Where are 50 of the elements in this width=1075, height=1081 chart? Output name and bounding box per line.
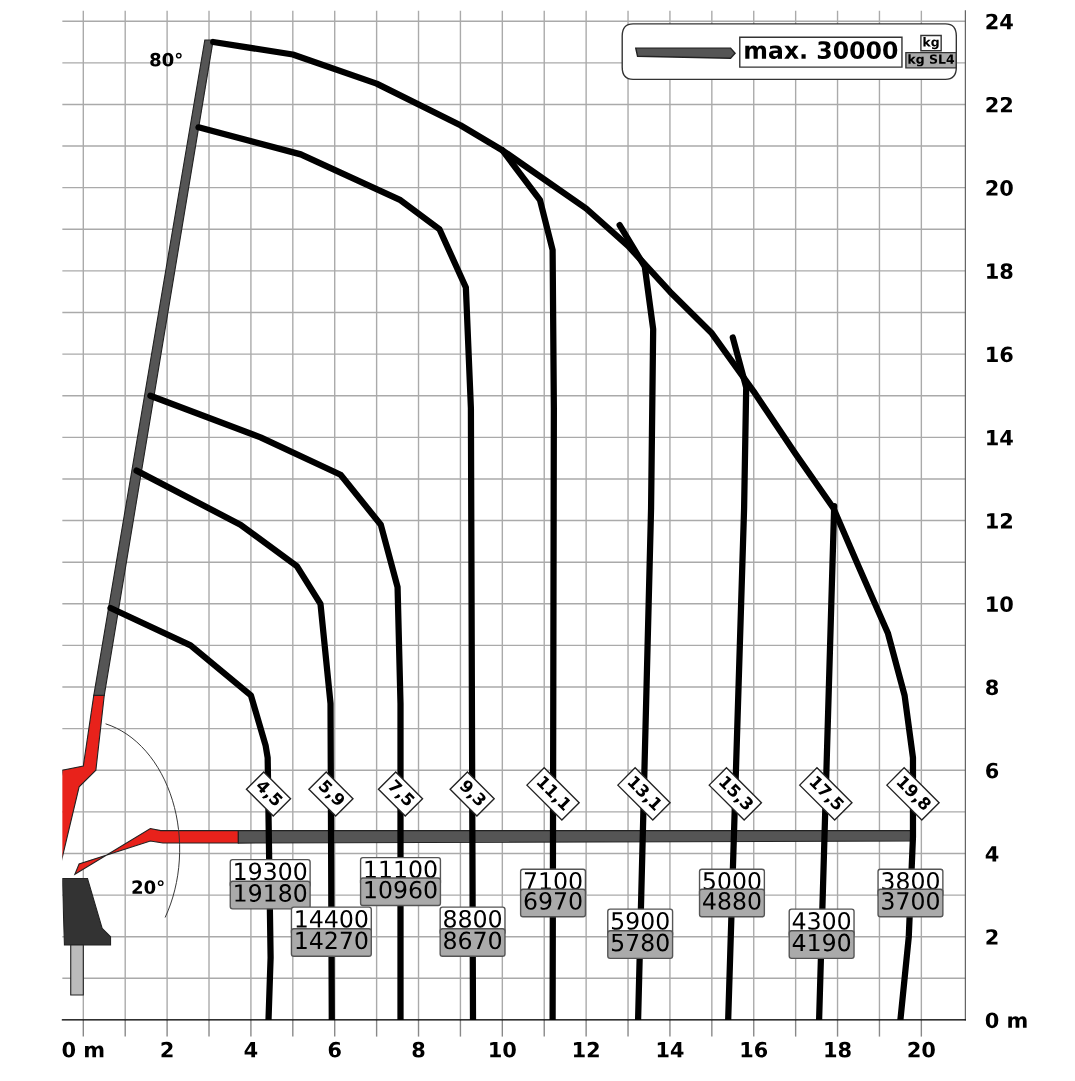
annotation: 4190 [792, 933, 851, 952]
annotation: 80° [150, 52, 182, 67]
annotation: max. 30000 [745, 41, 898, 60]
x-tick-label: 20 [908, 1041, 935, 1058]
y-tick-label: 2 [986, 929, 998, 945]
annotation: 3800 [882, 872, 939, 890]
annotation: 4880 [703, 891, 761, 910]
annotation: 5780 [611, 933, 669, 952]
y-tick-label: 8 [986, 679, 998, 696]
y-tick-label: 4 [985, 846, 999, 862]
y-tick-label: 24 [986, 13, 1013, 30]
x-tick-label: 8 [412, 1041, 425, 1058]
annotation: 20° [132, 880, 164, 894]
x-tick-label: 4 [244, 1042, 258, 1058]
annotation: 8670 [444, 931, 502, 950]
annotation: kg [923, 37, 939, 50]
annotation: 14400 [296, 909, 368, 928]
y-tick-label: 14 [987, 430, 1013, 446]
annotation: 6970 [524, 891, 582, 910]
x-tick-label: 2 [161, 1041, 173, 1058]
y-tick-label: 22 [986, 96, 1012, 113]
annotation: 19180 [235, 884, 307, 902]
annotation: 5000 [703, 872, 761, 890]
x-tick-label: 0 m [62, 1041, 104, 1058]
annotation: 7,5 [385, 778, 416, 809]
y-tick-label: 0 m [985, 1012, 1027, 1029]
y-tick-label: 18 [987, 263, 1013, 280]
x-tick-label: 14 [657, 1042, 684, 1058]
annotation: 11100 [365, 860, 437, 879]
annotation: 5,9 [316, 778, 347, 809]
y-tick-label: 20 [986, 180, 1013, 196]
annotation: 8800 [444, 909, 502, 928]
annotation: kg SL4 [908, 54, 955, 67]
y-tick-label: 10 [987, 596, 1013, 613]
annotation: 5900 [611, 911, 669, 930]
annotation: 9,3 [457, 778, 488, 809]
annotation: 10960 [365, 880, 437, 899]
annotation: 14270 [296, 931, 368, 950]
y-tick-label: 12 [987, 513, 1012, 529]
annotation: 4,5 [253, 778, 284, 809]
y-tick-label: 16 [987, 346, 1013, 363]
annotation: 3700 [882, 891, 939, 910]
annotation: 4300 [792, 911, 851, 930]
x-tick-label: 16 [741, 1041, 768, 1058]
x-tick-label: 12 [573, 1041, 599, 1058]
x-tick-label: 10 [490, 1041, 516, 1058]
x-tick-label: 18 [825, 1041, 851, 1058]
y-tick-label: 6 [986, 762, 999, 779]
annotation: 19300 [235, 862, 307, 881]
x-tick-label: 6 [328, 1041, 341, 1058]
